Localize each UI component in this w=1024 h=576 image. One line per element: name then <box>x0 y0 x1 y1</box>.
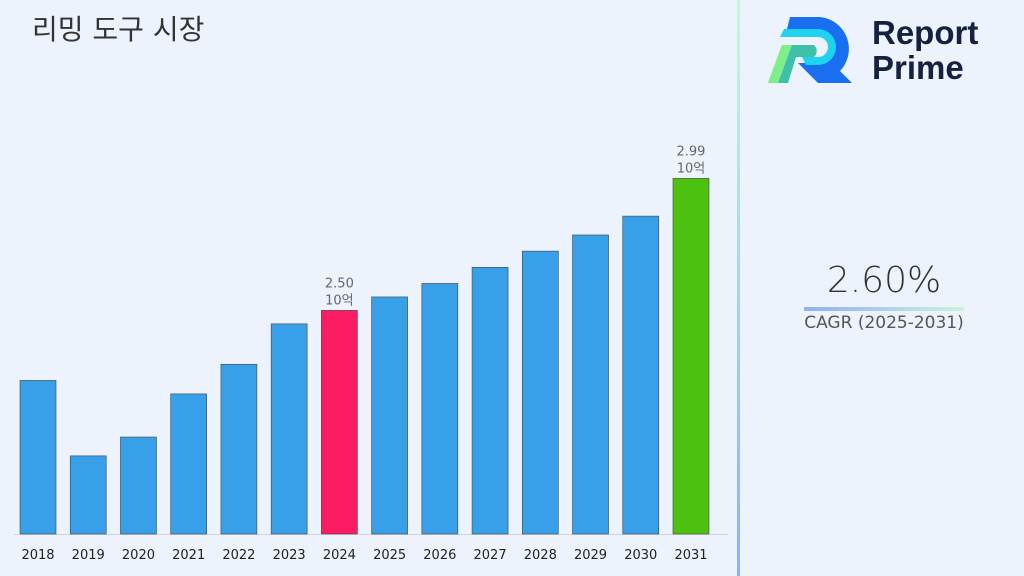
report-prime-logo: Report Prime <box>768 15 1008 87</box>
logo-mark-icon <box>768 17 852 83</box>
x-tick-label: 2028 <box>524 548 557 563</box>
bar-2022 <box>220 363 258 535</box>
x-tick-label: 2022 <box>222 548 255 563</box>
data-label-unit: 10억 <box>677 161 706 176</box>
bar-2026 <box>421 283 459 535</box>
bar-2027 <box>471 266 509 535</box>
data-label-unit: 10억 <box>325 293 354 308</box>
bar-2025 <box>371 296 408 535</box>
x-tick-label: 2031 <box>674 548 707 563</box>
cagr-value: 2.60% <box>826 260 942 301</box>
x-tick-label: 2026 <box>423 548 456 563</box>
cagr-panel: 2.60% CAGR (2025-2031) <box>804 260 964 333</box>
bar-2019 <box>69 455 107 535</box>
data-label-value: 2.50 <box>325 276 354 291</box>
bar-chart: 2018 2019 2020 2021 2022 2023 2024 2.50 10억 2025 2… <box>14 144 728 563</box>
bar-2030 <box>622 215 660 535</box>
x-tick-label: 2030 <box>624 548 657 563</box>
bar-2023 <box>270 323 308 535</box>
x-tick-label: 2018 <box>21 548 54 563</box>
x-tick-label: 2027 <box>474 548 507 563</box>
bar-2028 <box>521 250 559 535</box>
x-tick-label: 2029 <box>574 548 607 563</box>
bar-2024 <box>321 310 358 535</box>
bar-2029 <box>572 234 609 535</box>
cagr-underline <box>804 307 964 311</box>
bar-2020 <box>120 436 157 535</box>
x-tick-label: 2023 <box>273 548 306 563</box>
logo-text-line1: Report <box>872 14 979 51</box>
logo-text-line2: Prime <box>872 49 964 86</box>
divider <box>737 0 740 576</box>
bar-2021 <box>170 393 207 535</box>
x-tick-label: 2021 <box>172 548 205 563</box>
bar-2018 <box>19 380 57 535</box>
x-tick-label: 2020 <box>122 548 155 563</box>
bar-2031 <box>672 178 710 535</box>
chart-title: 리밍 도구 시장 <box>32 13 205 46</box>
x-tick-label: 2025 <box>373 548 406 563</box>
x-tick-label: 2019 <box>72 548 105 563</box>
x-tick-label: 2024 <box>323 548 356 563</box>
data-label-value: 2.99 <box>677 144 706 159</box>
cagr-label: CAGR (2025-2031) <box>804 313 964 333</box>
